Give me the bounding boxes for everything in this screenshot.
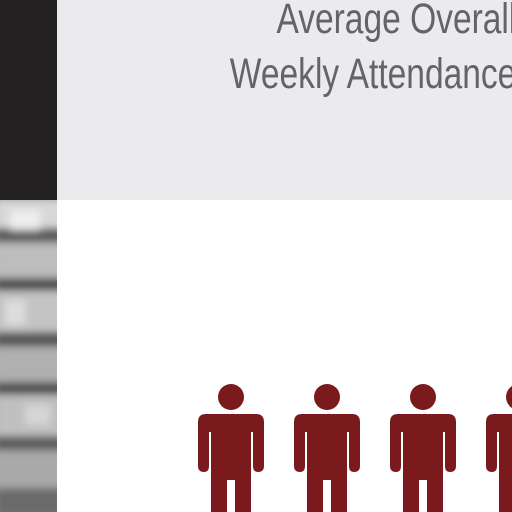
person-icon [198,384,264,512]
person-icon [390,384,456,512]
person-icon [294,384,360,512]
attendance-content [57,200,512,512]
title-line-2: Weekly Attendance [229,50,512,98]
blurred-photo-strip [0,200,57,512]
dark-side-strip [0,0,57,200]
header-band: Average Overall Weekly Attendance [57,0,512,200]
page-title: Average Overall Weekly Attendance [229,0,512,102]
title-line-1: Average Overall [276,0,512,43]
person-icon [486,384,512,512]
